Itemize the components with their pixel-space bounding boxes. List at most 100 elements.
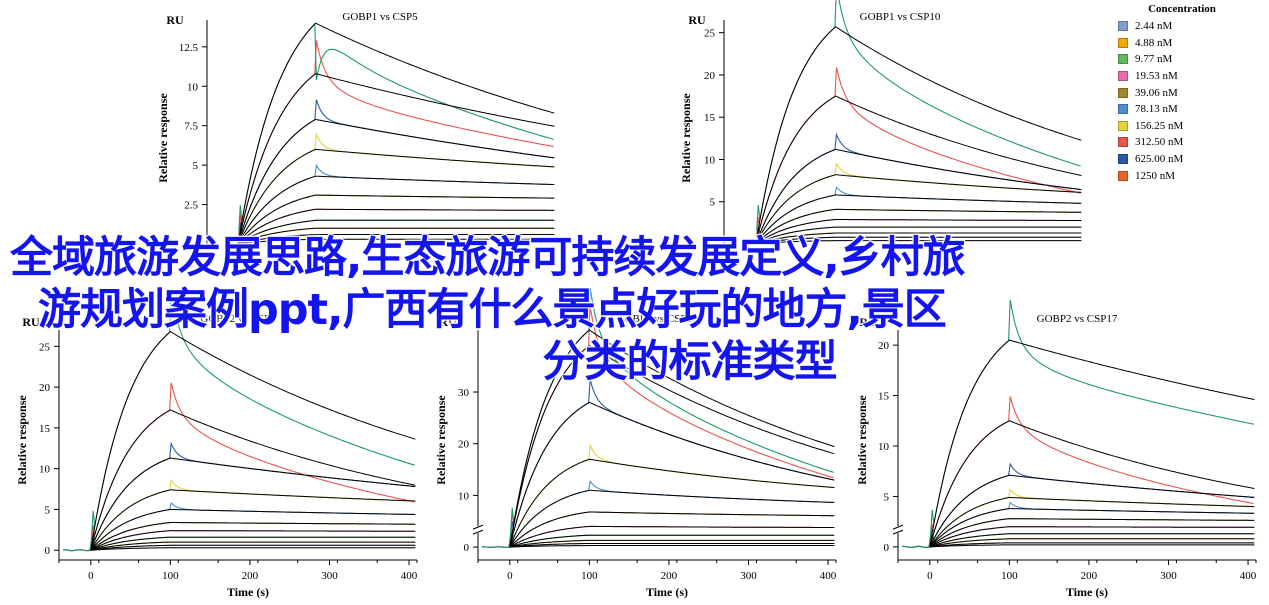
series-line-fit — [237, 22, 555, 245]
series-line-fit — [237, 227, 555, 245]
y-axis-label: Relative response — [15, 395, 29, 485]
x-axis-label: Time (s) — [1066, 585, 1108, 599]
panel-title: GOBP1 vs CSP10 — [860, 11, 941, 23]
series-line-fit — [755, 232, 1082, 245]
x-tick-label: 100 — [1001, 570, 1018, 582]
series-line-experimental — [481, 525, 834, 548]
series-line-fit — [929, 533, 1255, 548]
y-tick-label: 0 — [884, 542, 890, 554]
series-line-experimental — [756, 67, 1081, 236]
y-tick-label: 20 — [878, 340, 890, 352]
series-line-fit — [755, 148, 1082, 245]
y-tick-label: 5 — [710, 197, 716, 209]
series-line-fit — [755, 194, 1082, 245]
x-tick-label: 200 — [242, 570, 259, 582]
y-tick-label: 20 — [458, 439, 470, 451]
y-tick-label: 25 — [704, 28, 716, 40]
series-line-fit — [929, 544, 1255, 548]
x-tick-label: 0 — [927, 570, 933, 582]
series-line-experimental — [901, 501, 1254, 548]
x-tick-label: 300 — [740, 570, 757, 582]
legend-item: 78.13 nM — [1118, 101, 1258, 118]
x-tick-label: 100 — [581, 570, 598, 582]
chart-panel-gobp2-csp5: GOBP2 vs CSP5 RU Relative response 0 5 10 15 20… — [15, 289, 418, 599]
chart-panel-gobp2-csp17: GOBP2 vs CSP17 RU Relative response 0 5 10 15 2… — [855, 299, 1257, 599]
axis-break-gap — [893, 526, 903, 534]
series-line-fit — [509, 525, 835, 548]
series-line-fit — [237, 148, 555, 245]
series-line-fit — [237, 219, 555, 245]
axis-break-mark — [892, 529, 904, 535]
legend-item: 156.25 nM — [1118, 118, 1258, 135]
series-line-fit — [509, 534, 835, 548]
legend-label: 312.50 nM — [1135, 136, 1184, 149]
y-tick-label: 10 — [704, 154, 716, 166]
y-tick-label: 20 — [704, 70, 716, 82]
y-tick-label: 10 — [39, 464, 51, 476]
y-tick-label: 15 — [704, 112, 716, 124]
x-axis-label: Time (s) — [646, 585, 688, 599]
legend-swatch — [1118, 170, 1128, 181]
legend-label: 9.77 nM — [1135, 53, 1173, 66]
series-line-fit — [90, 330, 416, 551]
series-line-fit — [237, 238, 555, 245]
series-line-fit — [509, 545, 835, 548]
series-line-fit — [237, 175, 555, 245]
x-axis-label: Time (s) — [227, 585, 269, 599]
legend-item: 4.88 nM — [1118, 35, 1258, 52]
unit-label: RU — [22, 315, 40, 329]
series-line-fit — [509, 539, 835, 548]
series-line-fit — [929, 508, 1255, 548]
series-line-fit — [90, 489, 416, 551]
x-tick-label: 400 — [401, 570, 418, 582]
series-line-experimental — [238, 132, 554, 239]
series-line-fit — [90, 530, 416, 551]
y-axis-label: Relative response — [156, 93, 170, 183]
series-line-fit — [90, 541, 416, 551]
series-line-fit — [90, 457, 416, 551]
x-tick-label: 100 — [162, 570, 179, 582]
series-line-fit — [929, 420, 1255, 548]
x-tick-label: 200 — [661, 570, 678, 582]
x-tick-label: 200 — [1081, 570, 1098, 582]
chart-panel-gobp2-csp10: GOBP2 vs CSP10 RU Relative response 0 10 20 30… — [434, 287, 837, 599]
legend-swatch — [1118, 120, 1128, 131]
series-line-fit — [929, 339, 1255, 547]
legend-swatch — [1118, 104, 1128, 115]
y-axis-label: Relative response — [434, 395, 448, 485]
x-tick-label: 300 — [1160, 570, 1177, 582]
series-line-fit — [755, 219, 1082, 245]
legend-swatch — [1118, 37, 1128, 48]
y-tick-label: 5 — [45, 504, 51, 516]
legend-label: 78.13 nM — [1135, 103, 1178, 116]
series-line-fit — [237, 73, 555, 245]
legend-swatch — [1118, 137, 1128, 148]
series-line-fit — [509, 329, 835, 548]
legend-label: 19.53 nM — [1135, 70, 1178, 83]
y-tick-label: 10 — [878, 441, 890, 453]
legend-swatch — [1118, 71, 1128, 82]
legend-label: 39.06 nM — [1135, 86, 1178, 99]
y-axis-label: Relative response — [855, 395, 869, 485]
y-axis-label: Relative response — [679, 93, 693, 183]
y-tick-label: 7.5 — [184, 121, 198, 133]
x-tick-label: 400 — [820, 570, 837, 582]
series-line-fit — [509, 401, 835, 548]
y-tick-label: 2.5 — [184, 200, 198, 212]
x-tick-label: 300 — [321, 570, 338, 582]
y-tick-label: 0 — [45, 545, 51, 557]
y-tick-label: 10 — [187, 81, 199, 93]
series-line-experimental — [238, 163, 554, 241]
legend-item: 19.53 nM — [1118, 68, 1258, 85]
series-line-fit — [509, 458, 835, 548]
y-tick-label: 30 — [458, 387, 470, 399]
y-tick-label: 10 — [458, 490, 470, 502]
unit-label: RU — [166, 13, 184, 27]
series-line-fit — [509, 543, 835, 548]
legend-label: 1250 nM — [1135, 169, 1176, 182]
legend-item: 625.00 nM — [1118, 151, 1258, 168]
legend-label: 625.00 nM — [1135, 153, 1184, 166]
chart-panel-gobp1-csp10: GOBP1 vs CSP10 RU Relative response 5 10 15 20… — [679, 0, 1082, 245]
series-line-fit — [509, 511, 835, 548]
panel-title: GOBP2 vs CSP10 — [617, 313, 698, 325]
